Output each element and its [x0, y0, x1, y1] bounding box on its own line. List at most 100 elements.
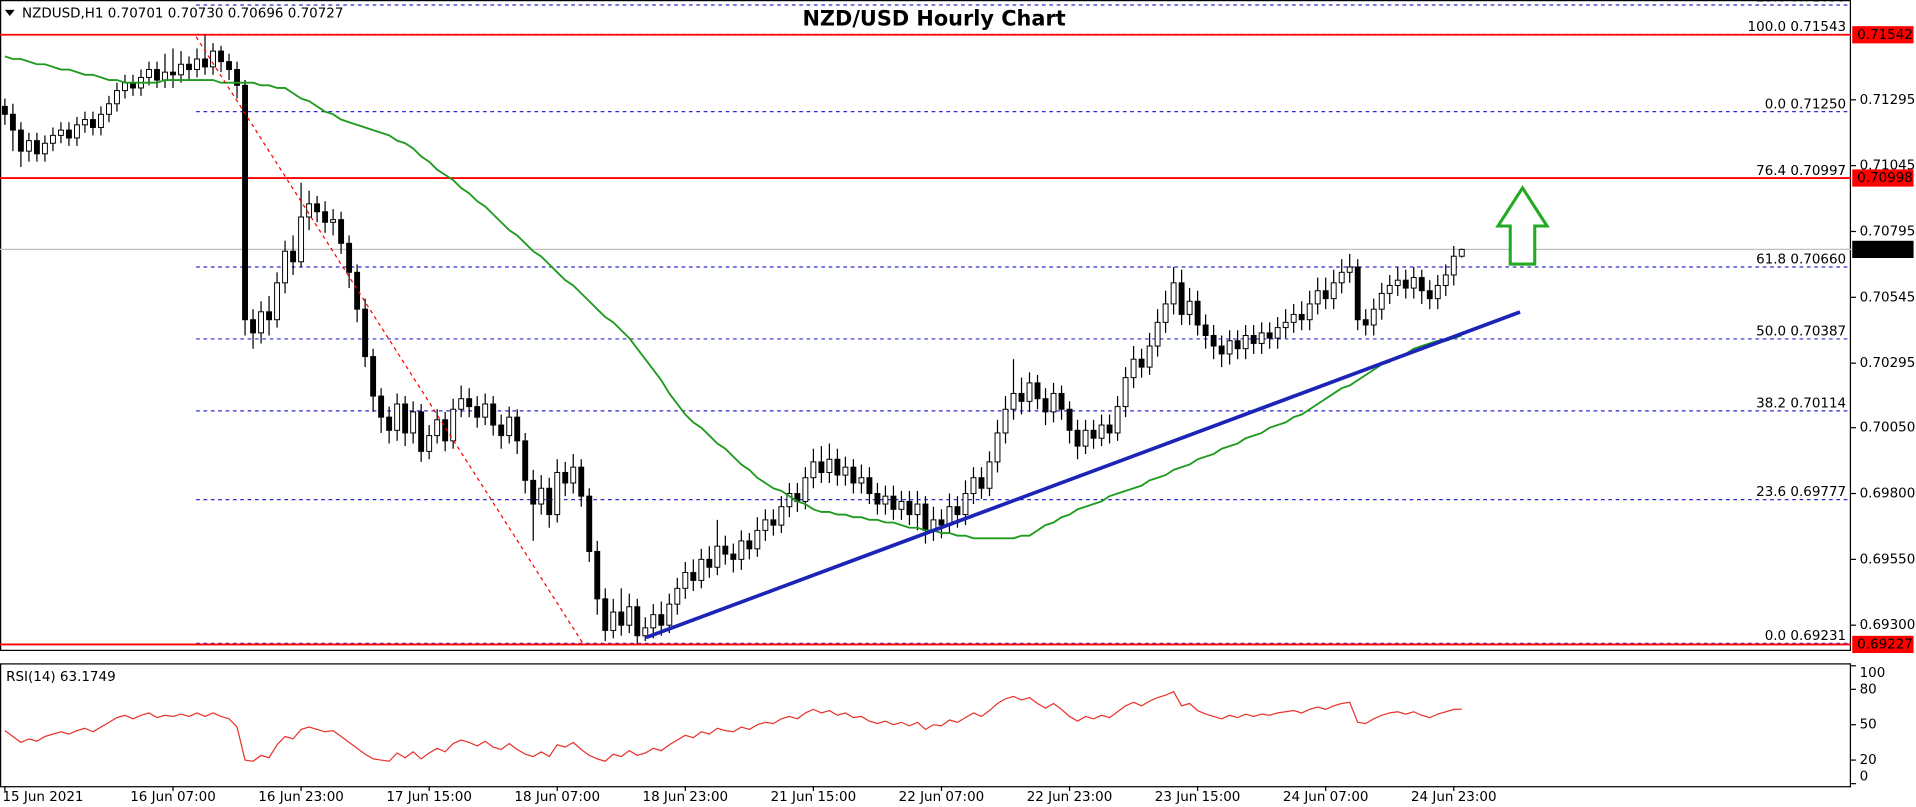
candle-body — [322, 211, 329, 223]
rsi-tick-label: 0 — [1860, 768, 1869, 784]
candle-body — [1210, 335, 1217, 347]
candle-body — [954, 506, 961, 516]
candle-body — [474, 406, 481, 418]
candle-body — [74, 124, 80, 139]
candle-body — [698, 558, 705, 581]
candle-body — [826, 458, 833, 473]
candle-body — [706, 558, 713, 568]
fib-label: 23.6 0.71655 — [1756, 0, 1846, 6]
candle-body — [1146, 345, 1153, 368]
candle-body — [978, 477, 985, 489]
annotations — [195, 36, 1550, 643]
candle-body — [1018, 392, 1025, 402]
candle-body — [1002, 408, 1009, 434]
candle-body — [1114, 406, 1121, 434]
fib-label: 0.0 0.71250 — [1765, 96, 1846, 112]
candle-body — [658, 614, 665, 626]
candle-body — [1330, 282, 1337, 300]
menu-triangle[interactable] — [4, 9, 15, 16]
candle-body — [402, 403, 409, 434]
candle-body — [810, 461, 817, 479]
candle-body — [1050, 392, 1057, 413]
x-tick-label: 16 Jun 23:00 — [258, 789, 344, 805]
candle-body — [1106, 424, 1113, 434]
candle-body — [546, 487, 553, 516]
candle-body — [226, 61, 232, 71]
candle-body — [554, 471, 561, 516]
candle-body — [314, 203, 321, 213]
candle-body — [914, 503, 921, 516]
candle-body — [49, 134, 56, 144]
candle-body — [882, 495, 889, 505]
candle-body — [986, 461, 993, 489]
candle-body — [874, 493, 881, 505]
y-tick-label: 0.70545 — [1860, 289, 1916, 305]
candle-body — [762, 519, 769, 531]
candle-body — [330, 219, 337, 223]
candle-body — [938, 519, 945, 526]
up-arrow — [1495, 185, 1550, 266]
candle-body — [1346, 266, 1353, 273]
rsi-title: RSI(14) 63.1749 — [6, 669, 116, 685]
candle-body — [282, 250, 289, 284]
candle-body — [57, 129, 64, 136]
candle-body — [266, 311, 273, 321]
candle-body — [1066, 408, 1073, 431]
candle-body — [890, 495, 897, 510]
rsi-panel-border — [0, 663, 1852, 788]
candle-body — [1154, 321, 1161, 347]
candle-body — [1010, 392, 1017, 410]
candle-body — [1186, 300, 1193, 315]
candle-body — [634, 606, 641, 637]
candle-body — [1162, 303, 1169, 323]
candle-body — [1282, 321, 1289, 329]
price-tag-label: 0.69227 — [1857, 636, 1913, 652]
candle-body — [234, 69, 240, 86]
candle-body — [1410, 277, 1417, 289]
candle-body — [1442, 274, 1449, 286]
candle-body — [1298, 313, 1305, 321]
candle-body — [1058, 392, 1065, 410]
candle-body — [434, 419, 441, 437]
symbol-info: NZDUSD,H1 0.70701 0.70730 0.70696 0.7072… — [22, 6, 343, 22]
candle-body — [746, 540, 753, 550]
candle-body — [25, 140, 32, 152]
candle-body — [410, 411, 417, 434]
candle-body — [354, 271, 361, 310]
candle-body — [1234, 340, 1241, 350]
candle-body — [642, 627, 649, 637]
candle-body — [578, 466, 585, 497]
candle-body — [506, 416, 513, 437]
candle-body — [98, 113, 104, 128]
candle-body — [154, 69, 160, 81]
candle-body — [618, 611, 625, 626]
candle-body — [1202, 324, 1209, 337]
candle-body — [1258, 332, 1265, 344]
candle-body — [1138, 358, 1145, 368]
candle-body — [850, 466, 857, 484]
candle-body — [17, 129, 24, 152]
x-tick-label: 24 Jun 07:00 — [1283, 789, 1369, 805]
candle-body — [370, 356, 377, 397]
price-tag — [1852, 169, 1914, 187]
candle-body — [1338, 271, 1345, 284]
candle-body — [242, 84, 248, 321]
candle-body — [1042, 398, 1049, 413]
candle-body — [33, 140, 40, 155]
y-tick-label: 0.69800 — [1860, 486, 1916, 502]
candle-body — [1418, 277, 1425, 292]
trend-line — [645, 310, 1521, 640]
price-tag-label: 0.71542 — [1857, 27, 1913, 43]
y-tick-label: 0.69300 — [1860, 617, 1916, 633]
candle-body — [82, 119, 88, 126]
candle-body — [1426, 290, 1433, 300]
candle-body — [962, 493, 969, 516]
candle-body — [1322, 290, 1329, 300]
candle-body — [498, 424, 505, 437]
y-tick-label: 0.70050 — [1860, 420, 1916, 436]
candle-body — [650, 614, 657, 629]
candle-body — [626, 606, 633, 626]
candle-body — [994, 432, 1001, 463]
